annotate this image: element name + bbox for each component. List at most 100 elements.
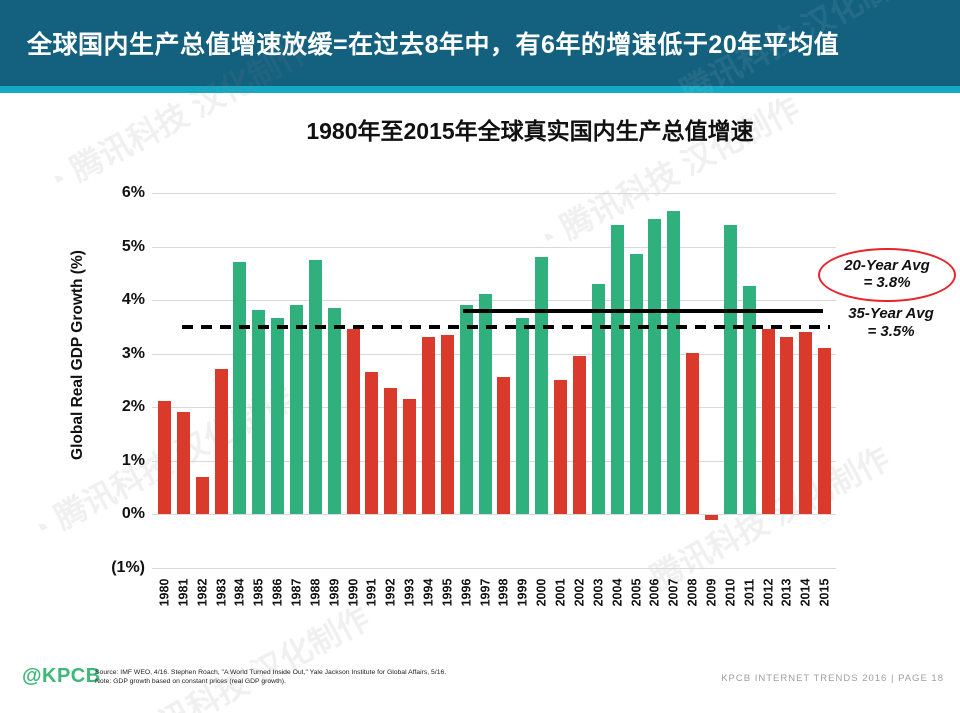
x-tick-label: 1986 xyxy=(270,578,285,607)
bar-2000 xyxy=(535,257,548,514)
bar-2015 xyxy=(818,348,831,514)
x-tick-label: 1998 xyxy=(496,578,511,607)
kpcb-logo: @KPCB xyxy=(22,665,101,687)
gridline xyxy=(152,247,836,248)
x-tick-label: 1985 xyxy=(251,578,266,607)
bar-1986 xyxy=(271,318,284,514)
x-tick-label: 2006 xyxy=(647,578,662,607)
bar-1995 xyxy=(441,335,454,514)
x-tick-label: 2005 xyxy=(629,578,644,607)
avg35-annotation: 35-Year Avg = 3.5% xyxy=(822,305,960,341)
watermark: ◔ 腾讯科技 汉化制作 xyxy=(124,600,376,713)
x-tick-label: 1980 xyxy=(157,578,172,607)
x-tick-label: 2004 xyxy=(610,578,625,607)
x-tick-label: 2001 xyxy=(553,578,568,607)
x-tick-label: 2003 xyxy=(591,578,606,607)
bar-2006 xyxy=(648,219,661,514)
bar-1997 xyxy=(479,294,492,514)
tencent-logo-icon: ◔ xyxy=(23,508,58,550)
source-note: Source: IMF WEO, 4/16. Stephen Roach, "A… xyxy=(95,669,575,686)
avg20-line1: 20-Year Avg xyxy=(844,257,930,274)
bar-1982 xyxy=(196,477,209,514)
bar-1994 xyxy=(422,337,435,514)
x-tick-label: 1992 xyxy=(383,578,398,607)
bar-1996 xyxy=(460,305,473,514)
bar-2005 xyxy=(630,254,643,514)
avg20-ellipse xyxy=(818,248,956,302)
bar-2014 xyxy=(799,332,812,514)
x-tick-label: 1994 xyxy=(421,578,436,607)
x-tick-label: 1991 xyxy=(364,578,379,607)
x-tick-label: 1996 xyxy=(459,578,474,607)
x-tick-label: 1989 xyxy=(327,578,342,607)
bar-1987 xyxy=(290,305,303,514)
bar-1980 xyxy=(158,401,171,514)
avg35-line1: 35-Year Avg xyxy=(848,305,934,322)
source-line2: Note: GDP growth based on constant price… xyxy=(95,677,286,685)
x-tick-label: 2002 xyxy=(572,578,587,607)
y-tick-label: 3% xyxy=(121,345,145,362)
x-tick-label: 1981 xyxy=(176,578,191,607)
y-tick-label: 2% xyxy=(121,398,145,415)
bar-1985 xyxy=(252,310,265,514)
gridline xyxy=(152,193,836,194)
avg20-line2: = 3.8% xyxy=(863,274,911,291)
x-tick-label: 2015 xyxy=(817,578,832,607)
bar-1998 xyxy=(497,377,510,514)
slide-headline: 全球国内生产总值增速放缓=在过去8年中，有6年的增速低于20年平均值 xyxy=(27,31,840,59)
x-tick-label: 2011 xyxy=(742,578,757,607)
y-tick-label: 4% xyxy=(121,291,145,308)
bar-2002 xyxy=(573,356,586,514)
bar-1989 xyxy=(328,308,341,514)
bar-2011 xyxy=(743,286,756,514)
y-tick-label: (1%) xyxy=(111,559,145,576)
x-tick-label: 1984 xyxy=(232,578,247,607)
x-tick-label: 2012 xyxy=(761,578,776,607)
bar-2001 xyxy=(554,380,567,514)
bar-1991 xyxy=(365,372,378,514)
y-tick-label: 6% xyxy=(121,184,145,201)
x-tick-label: 2007 xyxy=(666,578,681,607)
chart-title: 1980年至2015年全球真实国内生产总值增速 xyxy=(306,118,754,144)
x-tick-label: 1987 xyxy=(289,578,304,607)
x-tick-label: 1982 xyxy=(195,578,210,607)
bar-1981 xyxy=(177,412,190,514)
y-tick-label: 1% xyxy=(121,452,145,469)
x-tick-label: 1983 xyxy=(214,578,229,607)
source-line1: Source: IMF WEO, 4/16. Stephen Roach, "A… xyxy=(95,669,447,676)
x-tick-label: 2009 xyxy=(704,578,719,607)
35-year-average-line xyxy=(182,325,830,329)
bar-2010 xyxy=(724,225,737,514)
x-tick-label: 1999 xyxy=(515,578,530,607)
x-tick-label: 2010 xyxy=(723,578,738,607)
x-tick-label: 1997 xyxy=(478,578,493,607)
bar-1988 xyxy=(309,260,322,514)
bar-1993 xyxy=(403,399,416,514)
bar-2009 xyxy=(705,515,718,520)
gridline xyxy=(152,568,836,569)
x-tick-label: 1995 xyxy=(440,578,455,607)
avg20-annotation: 20-Year Avg = 3.8% xyxy=(818,257,956,291)
x-tick-label: 2014 xyxy=(798,578,813,607)
x-tick-label: 1988 xyxy=(308,578,323,607)
header-accent-strip xyxy=(0,86,960,93)
x-tick-label: 1993 xyxy=(402,578,417,607)
avg35-line2: = 3.5% xyxy=(867,323,915,340)
gridline xyxy=(152,461,836,462)
x-tick-label: 1990 xyxy=(346,578,361,607)
bar-1999 xyxy=(516,318,529,514)
x-tick-label: 2008 xyxy=(685,578,700,607)
gridline xyxy=(152,300,836,301)
y-tick-label: 0% xyxy=(121,505,145,522)
x-tick-label: 2013 xyxy=(779,578,794,607)
x-tick-label: 2000 xyxy=(534,578,549,607)
bar-1983 xyxy=(215,369,228,514)
header-bar: 全球国内生产总值增速放缓=在过去8年中，有6年的增速低于20年平均值 xyxy=(0,0,960,86)
bar-1984 xyxy=(233,262,246,514)
bar-1990 xyxy=(347,329,360,514)
bar-2004 xyxy=(611,225,624,514)
bar-2012 xyxy=(762,329,775,514)
gridline xyxy=(152,354,836,355)
bar-2003 xyxy=(592,284,605,514)
